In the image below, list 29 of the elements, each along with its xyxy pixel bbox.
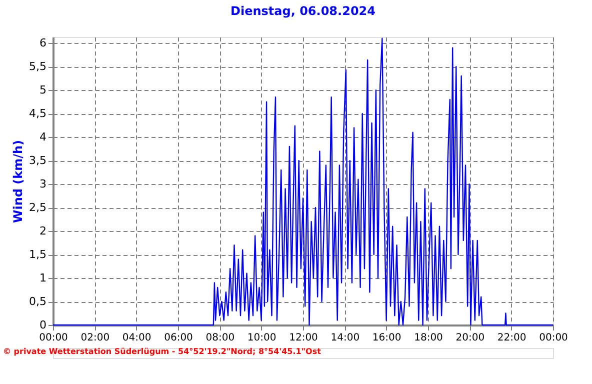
x-tick-label: 12:00 — [289, 332, 318, 344]
y-tick-label: 2 — [40, 224, 46, 238]
chart-title: Dienstag, 06.08.2024 — [230, 4, 376, 18]
x-tick-label: 10:00 — [247, 332, 276, 344]
y-axis-title: Wind (km/h) — [11, 140, 26, 224]
y-tick-label: 6 — [40, 36, 46, 50]
x-tick-label: 08:00 — [206, 332, 235, 344]
y-tick-label: 5,5 — [29, 60, 46, 74]
x-tick-label: 14:00 — [330, 332, 360, 344]
x-tick-label: 06:00 — [164, 332, 193, 344]
x-tick-label: 00:00 — [39, 332, 68, 344]
y-tick-label: 0 — [40, 318, 46, 332]
x-tick-label: 22:00 — [497, 332, 526, 344]
y-tick-label: 3 — [40, 178, 46, 191]
y-tick-label: 4 — [40, 130, 46, 144]
y-tick-label: 2,5 — [29, 201, 46, 214]
y-tick-label: 5 — [40, 84, 46, 97]
text: © private Wetterstation Süderlügum - 54°52'19.2"Nord; 8°54'45.1"Ost — [3, 347, 322, 356]
x-tick-label: 16:00 — [372, 332, 402, 344]
x-tick-label: 20:00 — [456, 332, 485, 344]
y-tick-label: 1 — [40, 272, 46, 285]
y-tick-label: 0,5 — [29, 295, 46, 308]
y-tick-label: 3,5 — [29, 154, 46, 168]
x-tick-label: 02:00 — [80, 332, 110, 344]
y-tick-label: 4,5 — [29, 107, 46, 120]
x-tick-label: 04:00 — [122, 332, 152, 344]
x-tick-label: 18:00 — [414, 332, 443, 344]
y-tick-label: 1,5 — [29, 248, 46, 262]
x-tick-label: 00:00 — [539, 332, 568, 344]
